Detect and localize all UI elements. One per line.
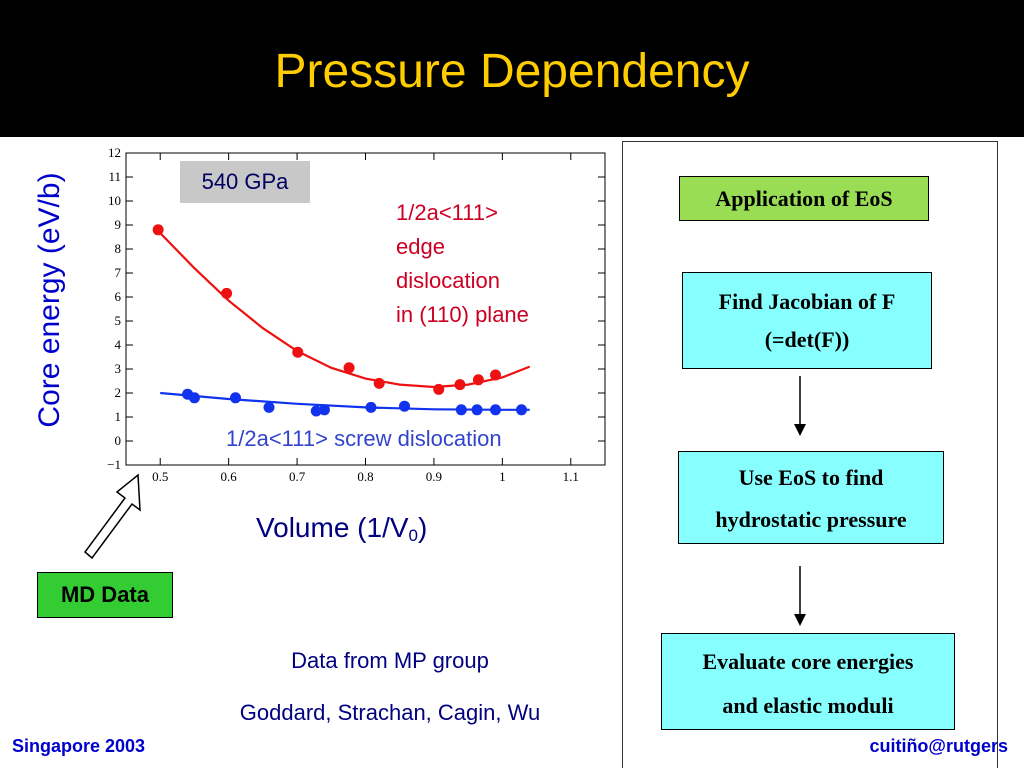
y-tick-label: 6 [115,289,122,304]
y-tick-label: 5 [115,313,122,328]
series-1-point [263,401,275,413]
y-tick-label: 7 [115,265,122,280]
x-tick-label: 1 [499,469,506,484]
series-0-point [490,369,502,381]
series-1-point [229,392,241,404]
flow-step-1-text: Application of EoS [715,186,893,211]
y-tick-label: 2 [115,385,122,400]
flow-step-2-line-2: (=det(F)) [764,327,850,352]
flow-arrow-1-icon [794,376,806,436]
y-tick-label: 1 [115,409,122,424]
series-1-point [188,392,200,404]
y-tick-label: 10 [108,193,121,208]
x-axis-label-subscript: 0 [408,526,418,545]
series-1-point [455,404,467,416]
series-0-point [292,346,304,358]
series-0-point [454,379,466,391]
series-0-point [472,374,484,386]
x-axis-label-end: ) [418,512,428,543]
flow-step-application-of-eos: Application of EoS [679,176,929,221]
flow-step-use-eos: Use EoS to find hydrostatic pressure [678,451,944,544]
edge-label-line-3: dislocation [396,268,500,293]
y-tick-label: 4 [115,337,122,352]
edge-label-line-2: edge [396,234,445,259]
flow-step-4-line-2: and elastic moduli [722,693,894,718]
y-tick-label: 12 [108,145,121,160]
series-1-point [310,405,322,417]
series-1-point [516,404,528,416]
y-tick-label: 3 [115,361,122,376]
md-data-label: MD Data [37,572,173,618]
series-1-point [365,401,377,413]
pressure-label: 540 GPa [180,161,310,203]
x-tick-label: 0.6 [221,469,238,484]
screw-dislocation-label: 1/2a<111> screw dislocation [226,426,502,451]
series-1-point [471,404,483,416]
series-1-point [399,400,411,412]
edge-dislocation-label: 1/2a<111> edge dislocation in (110) plan… [396,196,596,332]
series-1-point [490,404,502,416]
flow-step-evaluate: Evaluate core energies and elastic modul… [661,633,955,730]
x-tick-label: 1.1 [563,469,579,484]
credit-line-2: Goddard, Strachan, Cagin, Wu [239,700,541,725]
credit-line-1: Data from MP group [291,648,489,673]
flow-panel [622,141,998,768]
x-tick-label: 0.7 [289,469,306,484]
md-data-arrow-icon [83,473,141,560]
slide-title: Pressure Dependency [274,45,750,98]
flow-step-4-line-1: Evaluate core energies [702,649,914,674]
series-0-point [433,383,445,395]
flow-step-3-line-2: hydrostatic pressure [715,507,907,532]
edge-label-line-4: in (110) plane [396,302,529,327]
footer-left: Singapore 2003 [12,736,146,756]
x-axis-label-main: Volume (1/V [256,512,409,543]
series-0-point [343,362,355,374]
y-tick-label: 9 [115,217,122,232]
series-0-point [221,287,233,299]
x-tick-label: 0.8 [357,469,373,484]
edge-label-line-1: 1/2a<111> [396,200,498,225]
header-bar [0,0,1024,137]
y-tick-label: −1 [107,457,121,472]
flow-arrow-2-icon [794,566,806,626]
footer-right: cuitiño@rutgers [869,736,1008,756]
series-1-point [318,404,330,416]
y-tick-label: 11 [108,169,121,184]
flow-step-3-line-1: Use EoS to find [738,465,884,490]
x-tick-label: 0.9 [426,469,442,484]
flow-step-2-line-1: Find Jacobian of F [718,289,896,314]
x-axis-label: Volume (1/V0) [256,508,427,556]
series-0-point [373,377,385,389]
x-tick-label: 0.5 [152,469,168,484]
series-0-point [152,224,164,236]
flow-step-find-jacobian: Find Jacobian of F (=det(F)) [682,272,932,369]
y-tick-label: 8 [115,241,122,256]
y-tick-label: 0 [115,433,122,448]
